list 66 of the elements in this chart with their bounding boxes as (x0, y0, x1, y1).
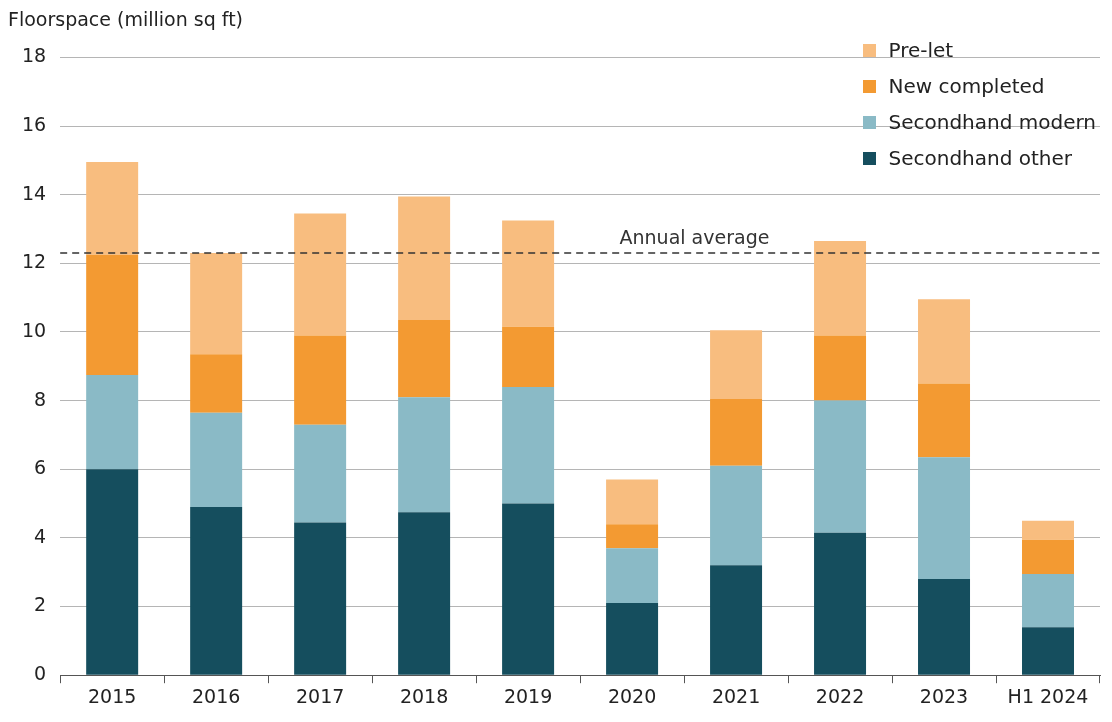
bar (606, 548, 659, 604)
bar (190, 354, 243, 413)
bar (294, 335, 347, 425)
bar (502, 503, 555, 675)
legend-label: New completed (888, 74, 1045, 98)
y-tick-label: 10 (21, 318, 47, 341)
y-tick-label: 0 (34, 662, 47, 685)
bar (398, 397, 451, 513)
bar (606, 603, 659, 675)
bar (86, 162, 139, 255)
bar (398, 512, 451, 675)
bar (918, 383, 971, 458)
bar (606, 524, 659, 549)
bar (1022, 573, 1074, 628)
bar (86, 374, 139, 470)
bar (502, 386, 555, 504)
bar (918, 579, 971, 675)
bar (814, 335, 867, 401)
x-tick-label: 2023 (919, 684, 969, 707)
bar (294, 424, 347, 523)
x-tick-label: 2018 (399, 684, 449, 707)
bar (814, 400, 867, 533)
bar (398, 319, 451, 398)
bar (294, 522, 347, 675)
x-tick-label: 2020 (607, 684, 657, 707)
x-tick-label: H1 2024 (1007, 684, 1089, 707)
legend-label: Secondhand modern (888, 110, 1096, 134)
bar (398, 196, 451, 320)
y-axis-title: Floorspace (million sq ft) (8, 8, 244, 32)
bar (606, 479, 659, 525)
bar (710, 398, 763, 466)
y-tick-label: 14 (21, 181, 47, 204)
bar (1022, 627, 1074, 675)
y-tick-label: 12 (21, 250, 47, 273)
y-tick-label: 8 (34, 387, 47, 410)
bar (190, 412, 243, 508)
bar (710, 465, 763, 566)
y-tick-label: 2 (34, 593, 47, 616)
bar (710, 330, 763, 399)
bar (814, 241, 867, 336)
x-tick-label: 2015 (87, 684, 137, 707)
y-tick-label: 6 (34, 456, 47, 479)
x-tick-label: 2016 (191, 684, 241, 707)
legend-label: Pre-let (888, 38, 954, 62)
y-tick-label: 18 (21, 44, 47, 67)
bar (1022, 539, 1074, 574)
bar (918, 457, 971, 580)
bar (502, 220, 555, 327)
bar (294, 213, 347, 336)
x-tick-label: 2022 (815, 684, 865, 707)
ref-line-label: Annual average (619, 226, 770, 249)
bar (918, 299, 971, 384)
bar (710, 565, 763, 675)
bar (86, 254, 139, 375)
y-tick-label: 4 (34, 524, 47, 547)
bar (814, 532, 867, 675)
x-tick-label: 2017 (295, 684, 345, 707)
bar (190, 253, 243, 355)
bar (190, 507, 243, 675)
y-tick-label: 16 (21, 112, 47, 135)
bar (1022, 520, 1074, 540)
x-tick-label: 2019 (503, 684, 553, 707)
legend-label: Secondhand other (888, 146, 1073, 170)
x-tick-label: 2021 (711, 684, 761, 707)
bar (86, 469, 139, 675)
bar (502, 326, 555, 387)
